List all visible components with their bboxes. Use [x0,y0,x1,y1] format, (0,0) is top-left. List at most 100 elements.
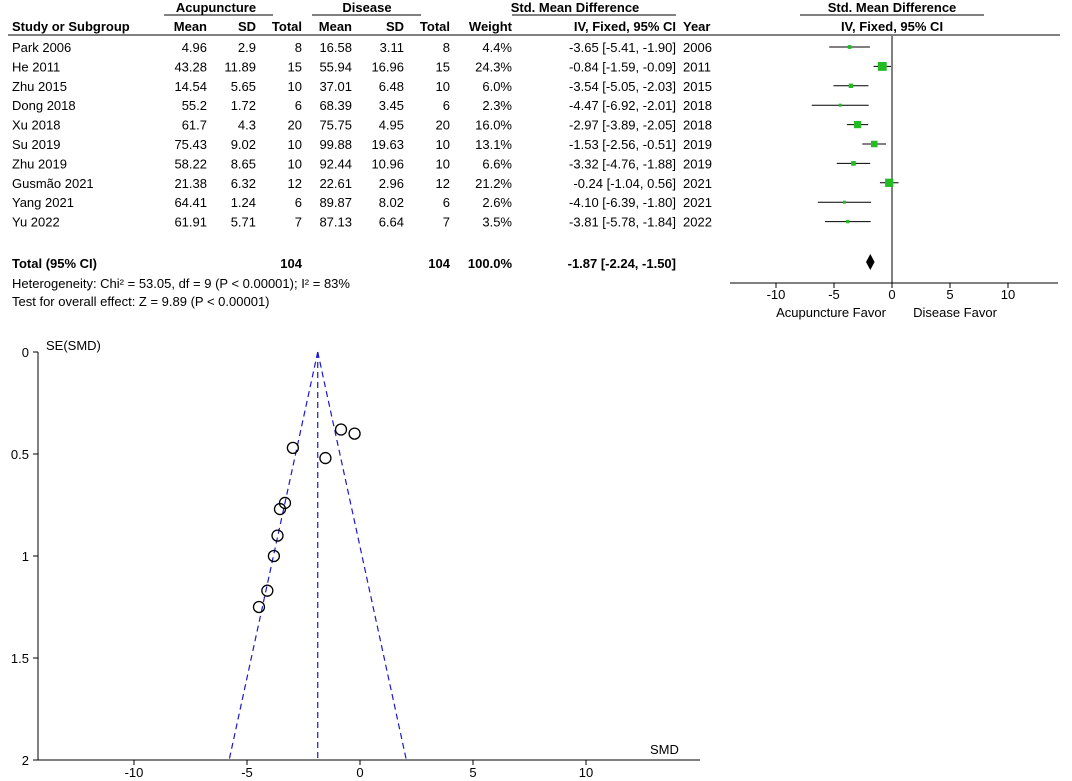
cell-sd2: 6.64 [379,215,404,230]
forest-tick-label: -10 [767,287,786,302]
cell-weight: 2.6% [482,195,512,210]
cell-total1: 15 [288,59,302,74]
cell-mean2: 75.75 [319,118,352,133]
funnel-point [348,427,361,440]
funnel-point [252,600,266,614]
cell-weight: 24.3% [475,59,512,74]
funnel-point [261,584,274,597]
cell-total2: 20 [436,118,450,133]
table-row: Zhu 2019 58.22 8.65 10 92.44 10.96 10 6.6% -3.32… [12,156,712,171]
cell-mean2: 16.58 [319,40,352,55]
cell-sd1: 6.32 [231,176,256,191]
total-label: Total (95% CI) [12,256,97,271]
total-weight: 100.0% [468,256,513,271]
funnel-point [286,441,300,455]
cell-mean1: 55.2 [182,98,207,113]
study-table: Park 2006 4.96 2.9 8 16.58 3.11 8 4.4% -3.65 [-5… [12,40,712,230]
funnel-x-tick-label: 0 [356,765,363,780]
cell-total1: 10 [288,137,302,152]
funnel-point [271,529,284,542]
total-acupuncture: 104 [280,256,302,271]
cell-sd2: 4.95 [379,118,404,133]
forest-tick-label: 0 [888,287,895,302]
cell-total1: 10 [288,79,302,94]
cell-total1: 6 [295,195,302,210]
cell-weight: 3.5% [482,215,512,230]
table-row: Park 2006 4.96 2.9 8 16.58 3.11 8 4.4% -3.65 [-5… [12,40,712,55]
cell-sd2: 16.96 [371,59,404,74]
funnel-point [278,496,292,510]
cell-total2: 10 [436,79,450,94]
forest-tick-label: 5 [946,287,953,302]
cell-year: 2019 [683,137,712,152]
cell-ci: -0.24 [-1.04, 0.56] [573,176,676,191]
cell-sd2: 3.45 [379,98,404,113]
cell-sd2: 8.02 [379,195,404,210]
cell-sd1: 5.65 [231,79,256,94]
cell-sd2: 3.11 [380,40,404,55]
cell-total1: 10 [288,156,302,171]
total-ci: -1.87 [-2.24, -1.50] [568,256,676,271]
cell-ci: -0.84 [-1.59, -0.09] [569,59,676,74]
group-header-smd: Std. Mean Difference [511,0,640,15]
cell-total1: 7 [295,215,302,230]
forest-tick-label: 10 [1001,287,1015,302]
pooled-diamond [866,254,875,270]
cell-total2: 12 [436,176,450,191]
cell-mean2: 68.39 [319,98,352,113]
effect-square [847,45,852,49]
col-weight: Weight [469,19,513,34]
cell-total2: 8 [443,40,450,55]
cell-year: 2018 [683,118,712,133]
col-total-acupuncture: Total [272,19,302,34]
cell-weight: 21.2% [475,176,512,191]
cell-study: Zhu 2019 [12,156,67,171]
cell-total2: 6 [443,98,450,113]
effect-square [870,140,878,148]
cell-study: Su 2019 [12,137,60,152]
table-row: He 2011 43.28 11.89 15 55.94 16.96 15 24.3% -0.8… [12,59,711,74]
cell-mean2: 89.87 [319,195,352,210]
cell-year: 2018 [683,98,712,113]
cell-ci: -1.53 [-2.56, -0.51] [569,137,676,152]
cell-total2: 10 [436,137,450,152]
funnel-y-label: SE(SMD) [46,338,101,353]
column-headers: Study or Subgroup Mean SD Total Mean SD … [12,19,943,34]
table-row: Yang 2021 64.41 1.24 6 89.87 8.02 6 2.6% -4.10 [… [12,195,712,210]
cell-mean1: 75.43 [174,137,207,152]
cell-total1: 8 [295,40,302,55]
col-mean-disease: Mean [319,19,352,34]
cell-study: Park 2006 [12,40,71,55]
cell-total2: 7 [443,215,450,230]
funnel-x-label: SMD [650,742,679,757]
cell-year: 2006 [683,40,712,55]
cell-mean2: 92.44 [319,156,352,171]
effect-square [848,83,854,89]
cell-study: Zhu 2015 [12,79,67,94]
funnel-y-tick-label: 0.5 [11,447,29,462]
cell-year: 2011 [683,59,711,74]
col-study: Study or Subgroup [12,19,130,34]
effect-square [885,178,894,187]
funnel-y-tick-label: 2 [22,753,29,768]
cell-year: 2019 [683,156,712,171]
cell-mean1: 61.91 [174,215,207,230]
funnel-y-tick-label: 0 [22,345,29,360]
effect-square [838,103,842,107]
funnel-y-tick-label: 1 [22,549,29,564]
effect-square [851,161,856,166]
cell-sd2: 2.96 [379,176,404,191]
forest-tick-label: -5 [828,287,840,302]
cell-total2: 15 [436,59,450,74]
table-row: Gusmão 2021 21.38 6.32 12 22.61 2.96 12 21.2% -0… [12,176,712,191]
heterogeneity-text: Heterogeneity: Chi² = 53.05, df = 9 (P <… [12,276,350,291]
cell-total1: 12 [288,176,302,191]
col-total-disease: Total [420,19,450,34]
effect-square [846,219,850,224]
funnel-y-tick-label: 1.5 [11,651,29,666]
cell-total2: 6 [443,195,450,210]
funnel-x-tick-label: -5 [241,765,253,780]
cell-mean1: 21.38 [174,176,207,191]
cell-sd1: 1.24 [231,195,256,210]
